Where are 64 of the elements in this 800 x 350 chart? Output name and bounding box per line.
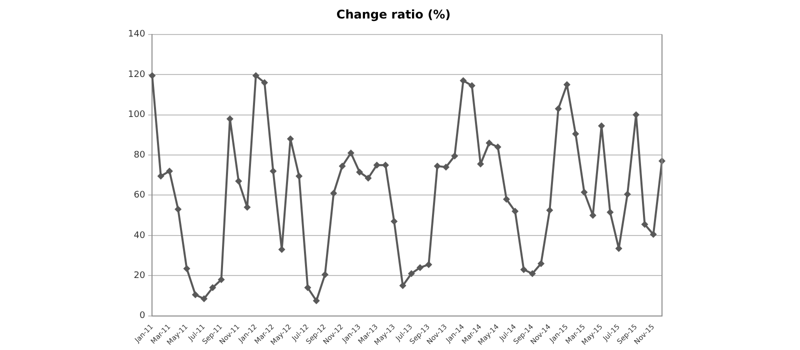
point	[261, 79, 268, 86]
point	[200, 295, 208, 302]
point	[382, 162, 389, 169]
point	[624, 190, 631, 198]
point	[606, 208, 614, 216]
point	[226, 115, 234, 122]
y-tick-label: 0	[139, 311, 146, 322]
point	[157, 172, 164, 180]
y-tick-label: 60	[134, 190, 146, 201]
point	[304, 284, 312, 292]
point	[528, 270, 536, 278]
point	[296, 172, 303, 180]
y-tick-label: 120	[128, 70, 146, 80]
y-tick-label: 40	[134, 230, 146, 241]
point	[554, 105, 562, 112]
y-tick-label: 140	[128, 30, 146, 40]
point	[244, 204, 251, 211]
point	[312, 297, 320, 304]
point	[512, 208, 519, 215]
point	[390, 218, 398, 225]
point	[502, 196, 510, 203]
point	[356, 168, 364, 176]
point	[148, 72, 156, 80]
point	[174, 206, 182, 213]
point	[468, 82, 476, 90]
y-tick-label: 100	[128, 110, 146, 120]
point	[166, 168, 173, 175]
point	[572, 130, 580, 138]
point	[286, 135, 294, 142]
point	[486, 139, 493, 146]
point	[434, 162, 441, 170]
point	[632, 111, 640, 118]
point	[209, 284, 216, 292]
point	[580, 188, 588, 196]
point	[641, 220, 648, 228]
point	[408, 270, 415, 278]
point	[650, 230, 657, 238]
point	[451, 152, 458, 160]
point	[218, 276, 225, 284]
point	[270, 168, 277, 175]
point	[252, 72, 260, 80]
point	[183, 265, 190, 272]
point	[416, 264, 424, 272]
point	[373, 162, 380, 169]
point	[598, 122, 606, 130]
point	[425, 261, 432, 268]
point	[442, 164, 450, 171]
point	[399, 282, 406, 290]
point	[347, 150, 354, 157]
point	[477, 160, 484, 168]
point	[235, 178, 242, 185]
point	[192, 291, 199, 298]
point	[364, 174, 372, 182]
point	[520, 266, 528, 274]
point	[322, 271, 328, 278]
point	[494, 143, 502, 150]
point	[338, 162, 346, 170]
point	[546, 206, 554, 214]
point	[538, 260, 545, 268]
y-tick-label: 80	[134, 150, 146, 160]
point	[330, 190, 338, 197]
chart-title: Change ratio (%)	[336, 7, 451, 22]
point	[460, 77, 467, 84]
y-tick-label: 20	[134, 270, 146, 281]
